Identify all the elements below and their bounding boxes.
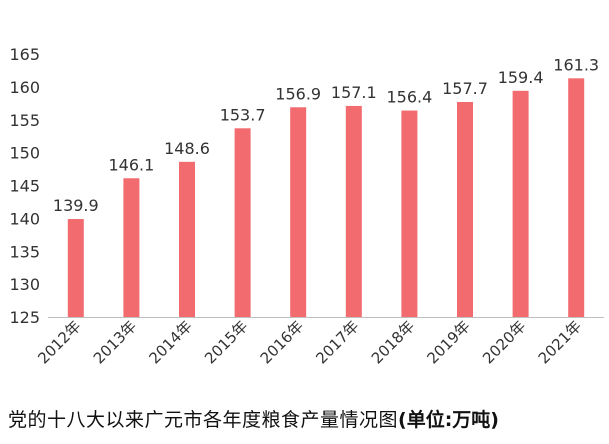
caption-unit: (单位:万吨) <box>398 409 499 431</box>
data-label: 146.1 <box>108 155 154 174</box>
y-tick-label: 125 <box>9 308 40 327</box>
caption-title: 党的十八大以来广元市各年度粮食产量情况图 <box>8 409 399 431</box>
y-tick-label: 155 <box>9 111 40 130</box>
data-label: 156.9 <box>275 84 321 103</box>
data-label: 156.4 <box>386 88 432 107</box>
y-tick-label: 140 <box>9 209 40 228</box>
bar <box>179 161 195 317</box>
data-label: 153.7 <box>220 105 266 124</box>
x-tick-label: 2013年 <box>90 317 140 367</box>
x-tick-label: 2014年 <box>145 317 195 367</box>
y-tick-label: 165 <box>9 45 40 64</box>
x-tick-label: 2017年 <box>312 317 362 367</box>
bar <box>512 90 529 317</box>
y-tick-label: 130 <box>9 275 40 294</box>
data-label: 139.9 <box>53 196 99 215</box>
bar <box>290 107 307 317</box>
data-label: 159.4 <box>498 68 544 87</box>
y-tick-label: 150 <box>9 144 40 163</box>
bar <box>67 219 84 317</box>
x-tick-label: 2021年 <box>535 317 585 367</box>
x-tick-label: 2020年 <box>479 317 529 367</box>
data-labels: 139.9 146.1 148.6 153.7 156.9 157.1 156.4 157.7… <box>53 55 599 215</box>
bar <box>568 78 585 317</box>
y-tick-label: 145 <box>9 177 40 196</box>
bar <box>234 128 251 317</box>
data-label: 157.1 <box>331 83 377 102</box>
bar <box>401 110 418 317</box>
chart-caption: 党的十八大以来广元市各年度粮食产量情况图(单位:万吨) <box>8 405 603 432</box>
data-label: 161.3 <box>553 55 599 74</box>
bar <box>457 101 473 317</box>
bar-chart: 125 130 135 140 145 150 155 160 165 139.9 146.1 14… <box>9 45 604 367</box>
x-tick-label: 2019年 <box>423 317 473 367</box>
bar <box>345 105 362 317</box>
data-label: 148.6 <box>164 139 210 158</box>
bar-series <box>67 78 585 317</box>
y-axis-tick-labels: 125 130 135 140 145 150 155 160 165 <box>9 45 40 327</box>
x-tick-label: 2015年 <box>201 317 251 367</box>
x-tick-label: 2018年 <box>368 317 418 367</box>
x-tick-label: 2016年 <box>257 317 307 367</box>
data-label: 157.7 <box>442 79 488 98</box>
x-tick-label: 2012年 <box>34 317 84 367</box>
y-tick-label: 160 <box>9 78 40 97</box>
x-axis-tick-labels: 2012年 2013年 2014年 2015年 2016年 2017年 2018年 2019年… <box>34 317 585 367</box>
y-tick-label: 135 <box>9 242 40 261</box>
bar <box>123 178 140 317</box>
